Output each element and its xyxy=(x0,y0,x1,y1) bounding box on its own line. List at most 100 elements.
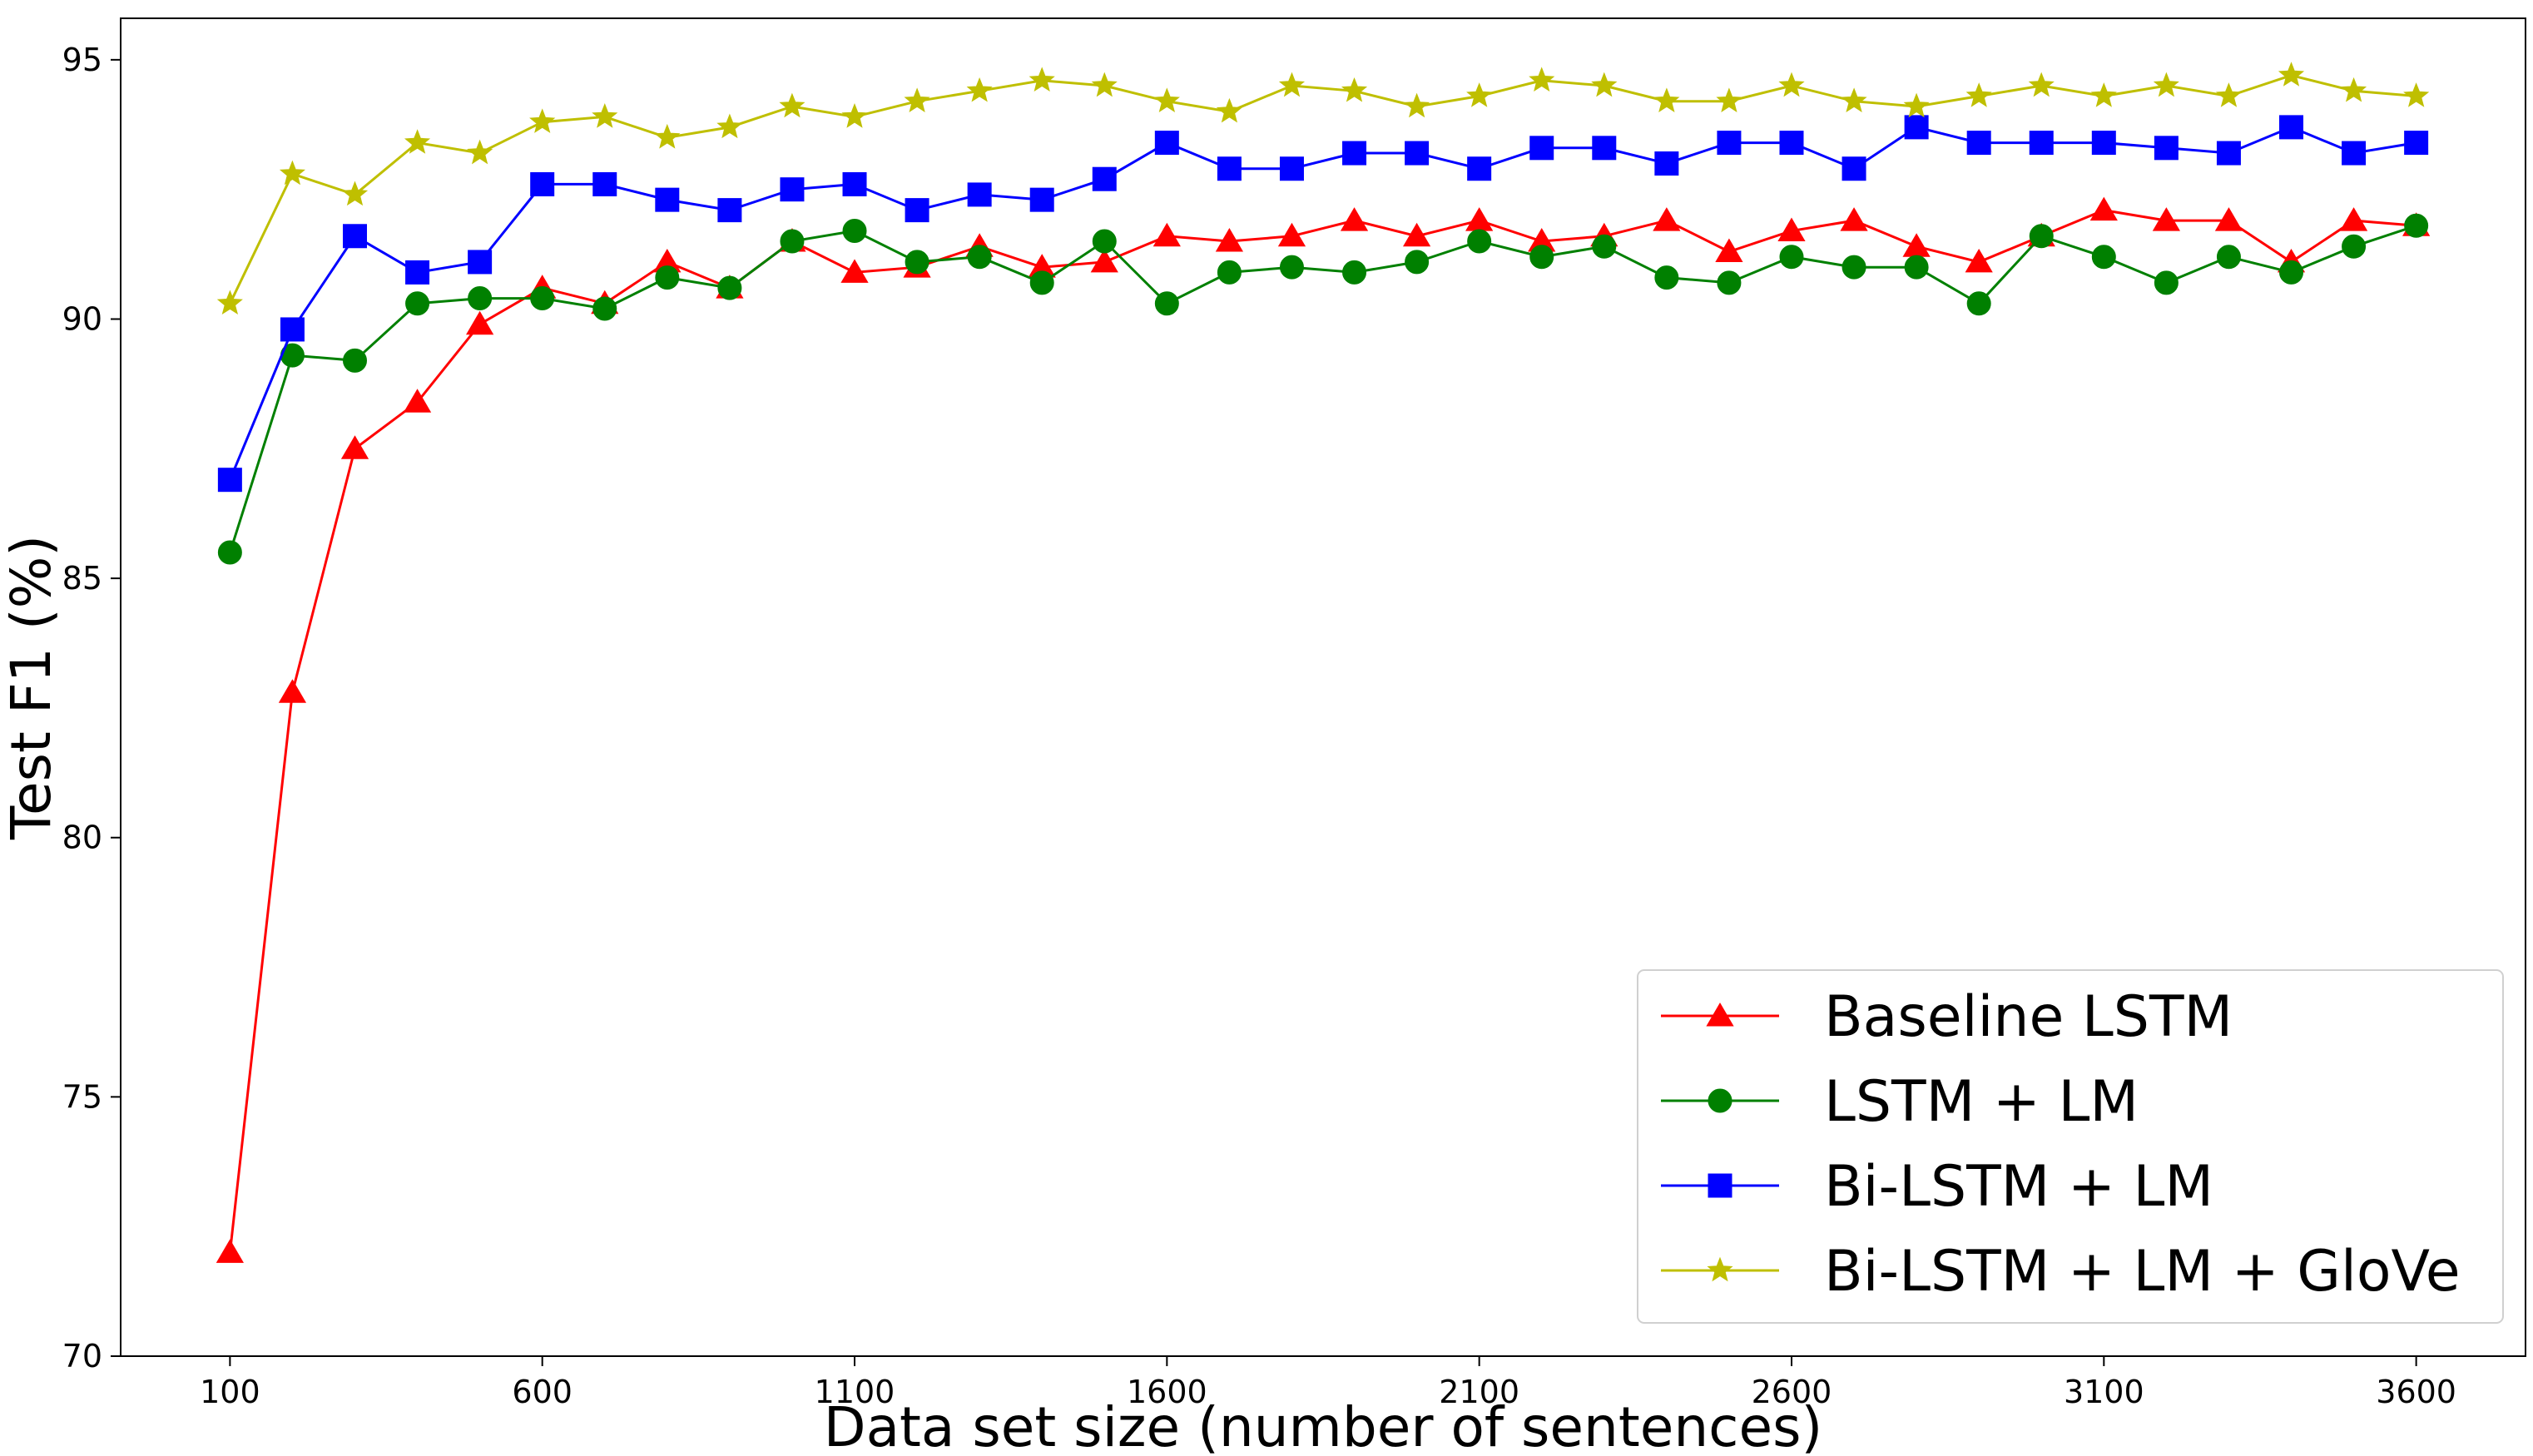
data-point xyxy=(655,265,680,290)
legend-label: Baseline LSTM xyxy=(1824,984,2233,1050)
x-tick-label: 3100 xyxy=(2064,1374,2144,1410)
data-point xyxy=(1591,72,1618,97)
data-point xyxy=(1405,250,1430,275)
series-2 xyxy=(217,115,2429,493)
data-point xyxy=(341,181,369,206)
data-point xyxy=(2342,234,2367,259)
data-point xyxy=(1966,291,1991,316)
data-point xyxy=(468,286,493,311)
legend-marker xyxy=(1706,1003,1734,1027)
y-tick-label: 95 xyxy=(62,42,102,78)
data-point xyxy=(280,317,305,342)
data-point xyxy=(1466,82,1493,107)
data-point xyxy=(1403,92,1430,118)
data-point xyxy=(2404,213,2429,238)
data-point xyxy=(2091,131,2116,156)
data-point xyxy=(1092,229,1117,254)
data-point xyxy=(342,224,367,249)
series-3 xyxy=(216,62,2430,315)
data-point xyxy=(967,182,992,207)
x-tick-label: 2600 xyxy=(1752,1374,1832,1410)
data-point xyxy=(592,103,618,128)
data-point xyxy=(1653,87,1680,113)
data-point xyxy=(1841,87,1867,113)
series-line xyxy=(229,74,2417,305)
data-point xyxy=(1902,233,1931,257)
data-point xyxy=(1779,131,1804,156)
data-point xyxy=(2214,207,2243,231)
data-point xyxy=(1029,67,1055,92)
y-tick-label: 90 xyxy=(62,300,102,337)
data-point xyxy=(905,198,929,223)
legend-label: Bi-LSTM + LM + GloVe xyxy=(1824,1239,2461,1305)
data-point xyxy=(2342,141,2367,166)
y-tick-label: 85 xyxy=(62,560,102,597)
x-axis: 100 600 1100 1600 2100 2600 3100 3600 xyxy=(200,1356,2456,1410)
y-tick-label: 70 xyxy=(62,1338,102,1374)
data-point xyxy=(1777,217,1806,242)
data-point xyxy=(1217,156,1242,181)
data-point xyxy=(1215,228,1244,252)
data-point xyxy=(654,123,681,149)
legend-item: Bi-LSTM + LM + GloVe xyxy=(1661,1239,2461,1305)
data-point xyxy=(592,171,617,196)
data-point xyxy=(216,290,243,315)
data-point xyxy=(217,468,242,493)
data-point xyxy=(2216,245,2241,270)
legend: Baseline LSTM LSTM + LM Bi-LSTM + LM Bi-LST… xyxy=(1637,969,2504,1324)
data-point xyxy=(1654,265,1679,290)
series-1 xyxy=(217,213,2429,565)
data-point xyxy=(217,540,242,565)
data-point xyxy=(716,113,743,139)
data-point xyxy=(1405,141,1430,166)
x-tick-label: 1100 xyxy=(815,1374,895,1410)
data-point xyxy=(1277,222,1306,247)
data-point xyxy=(966,77,993,102)
data-point xyxy=(2279,260,2304,285)
y-tick-label: 80 xyxy=(62,820,102,856)
data-point xyxy=(530,171,555,196)
plot-frame xyxy=(120,17,2526,1357)
x-tick-label: 600 xyxy=(512,1374,573,1410)
data-point xyxy=(780,229,805,254)
series-line xyxy=(228,224,2417,553)
data-point xyxy=(1717,131,1742,156)
data-point xyxy=(1154,131,1179,156)
series-line xyxy=(229,126,2417,481)
data-point xyxy=(1279,156,1304,181)
data-point xyxy=(2029,131,2054,156)
x-tick-label: 3600 xyxy=(2376,1374,2456,1410)
data-point xyxy=(1903,92,1930,118)
data-point xyxy=(2029,224,2054,249)
data-point xyxy=(1342,141,1367,166)
data-point xyxy=(717,275,742,300)
data-point xyxy=(466,310,494,335)
data-point xyxy=(405,291,430,316)
data-point xyxy=(1842,156,1866,181)
data-point xyxy=(529,108,556,133)
data-point xyxy=(717,198,742,223)
data-point xyxy=(1842,255,1866,280)
data-point xyxy=(1529,245,1554,270)
x-tick-label: 2100 xyxy=(1439,1374,1519,1410)
data-point xyxy=(655,187,680,212)
legend-box xyxy=(1637,969,2504,1324)
data-point xyxy=(1091,72,1118,97)
data-point xyxy=(841,103,868,128)
data-point xyxy=(1152,222,1181,247)
legend-item: Bi-LSTM + LM xyxy=(1661,1154,2213,1220)
data-point xyxy=(279,160,306,186)
data-point xyxy=(1904,255,1929,280)
data-point xyxy=(1342,260,1367,285)
data-point xyxy=(340,435,369,459)
data-point xyxy=(1341,77,1368,102)
data-point xyxy=(2340,77,2367,102)
data-point xyxy=(1465,207,1494,231)
data-point xyxy=(342,348,367,373)
data-point xyxy=(1779,245,1804,270)
data-point xyxy=(967,245,992,270)
data-point xyxy=(2089,196,2118,221)
y-tick-label: 75 xyxy=(62,1078,102,1115)
data-point xyxy=(842,219,867,244)
legend-label: Bi-LSTM + LM xyxy=(1824,1154,2213,1220)
